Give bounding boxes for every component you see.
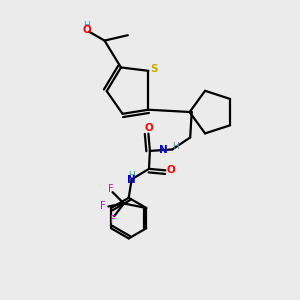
Text: O: O [82, 25, 91, 35]
Text: O: O [167, 165, 175, 175]
Text: H: H [128, 171, 135, 180]
Text: F: F [100, 201, 106, 211]
Text: N: N [127, 176, 136, 185]
Text: O: O [145, 123, 153, 133]
Text: H: H [83, 21, 90, 30]
Text: F: F [108, 184, 114, 194]
Text: N: N [159, 145, 168, 155]
Text: H: H [172, 142, 178, 151]
Text: F: F [110, 214, 115, 225]
Text: S: S [150, 64, 158, 74]
